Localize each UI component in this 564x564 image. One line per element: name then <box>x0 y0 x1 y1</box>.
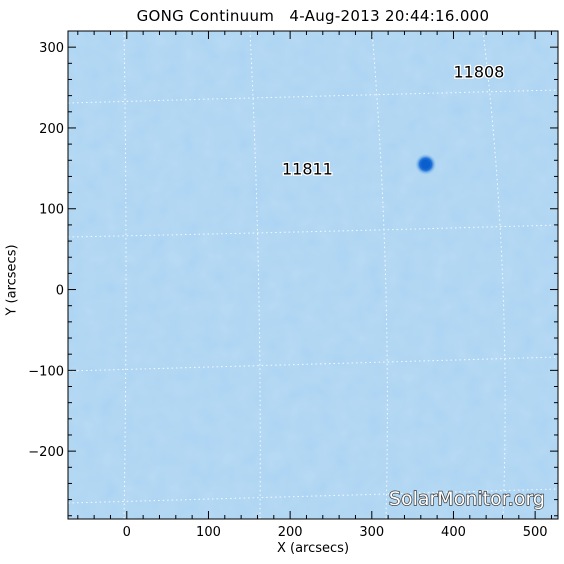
latitude-line <box>67 224 559 238</box>
x-axis-label: X (arcsecs) <box>276 541 350 556</box>
x-tick-label: 100 <box>196 525 221 540</box>
latitude-line <box>67 89 559 104</box>
sunspot-umbra <box>421 159 431 169</box>
heliographic-grid <box>67 30 559 520</box>
x-tick-label: 500 <box>523 525 548 540</box>
latitude-line <box>67 356 559 372</box>
y-tick-label: 0 <box>56 284 64 299</box>
sunspots <box>414 153 437 176</box>
x-axis-ticks: 0 100 200 300 400 500 <box>77 31 552 540</box>
plot-frame <box>67 30 559 520</box>
active-region-label: 11808 <box>453 62 504 81</box>
longitude-line <box>249 30 261 520</box>
longitude-line <box>371 30 388 520</box>
plot-title: GONG Continuum 4-Aug-2013 20:44:16.000 <box>136 7 490 25</box>
x-tick-label: 300 <box>359 525 384 540</box>
y-tick-label: −100 <box>28 364 64 379</box>
x-tick-label: 200 <box>278 525 303 540</box>
x-tick-label: 400 <box>441 525 466 540</box>
longitude-line <box>482 30 506 520</box>
active-region-label: 11811 <box>282 159 333 178</box>
y-tick-label: −200 <box>28 445 64 460</box>
longitude-line <box>123 30 127 520</box>
active-region-labels: 11808 11811 <box>281 61 506 179</box>
latitude-line <box>67 488 559 504</box>
granulation-texture <box>68 31 558 519</box>
y-tick-label: 100 <box>39 203 64 218</box>
x-tick-label: 0 <box>123 525 131 540</box>
y-axis-label: Y (arcsecs) <box>4 244 20 316</box>
y-tick-label: 200 <box>39 122 64 137</box>
y-axis-ticks: −200 −100 0 100 200 300 <box>28 30 558 517</box>
watermark: SolarMonitor.org <box>389 488 545 510</box>
y-tick-label: 300 <box>39 41 64 56</box>
